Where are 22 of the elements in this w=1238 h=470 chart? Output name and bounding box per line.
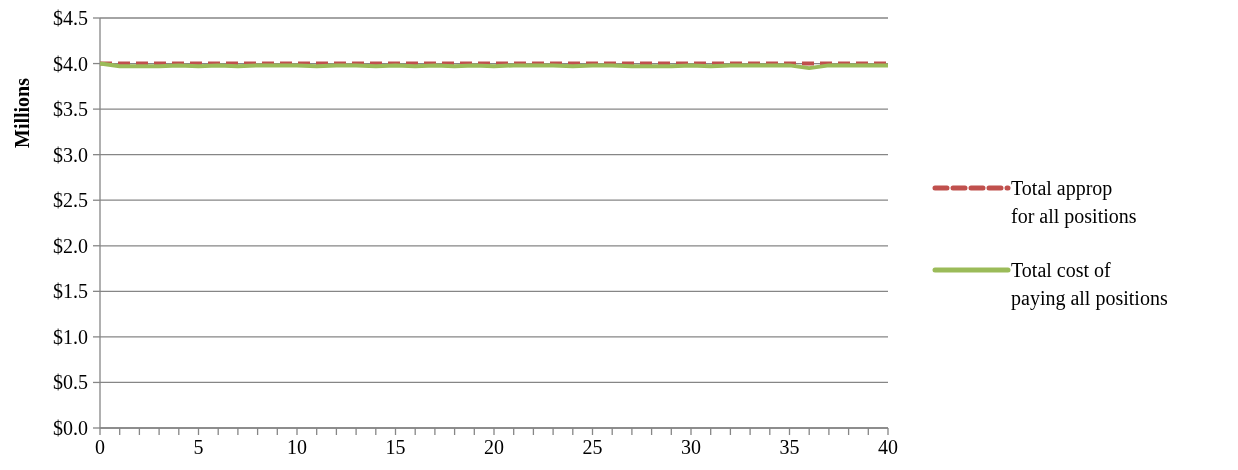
- x-tick-label: 40: [878, 436, 898, 458]
- x-tick-label: 25: [582, 436, 603, 458]
- x-tick-label: 0: [95, 436, 105, 458]
- y-tick-label: $0.5: [53, 371, 88, 394]
- y-tick-label: $0.0: [53, 417, 88, 439]
- y-tick-label: $1.0: [53, 325, 88, 348]
- x-tick-label: 10: [287, 436, 307, 458]
- legend-label: Total approp for all positions: [1011, 177, 1137, 228]
- y-tick-label: $2.5: [53, 189, 88, 212]
- y-tick-label: $4.5: [53, 7, 88, 29]
- y-axis-title: Millions: [11, 77, 33, 149]
- x-tick-label: 20: [484, 436, 504, 458]
- y-tick-label: $2.0: [53, 234, 88, 257]
- x-tick-label: 35: [779, 436, 800, 458]
- x-tick-label: 30: [681, 436, 701, 458]
- x-tick-label: 15: [385, 436, 406, 458]
- y-tick-label: $3.5: [53, 98, 88, 121]
- x-tick-label: 5: [193, 436, 204, 458]
- y-tick-label: $1.5: [53, 280, 88, 303]
- y-tick-label: $4.0: [53, 52, 88, 75]
- legend-label: Total cost of paying all positions: [1011, 259, 1168, 310]
- y-tick-label: $3.0: [53, 143, 88, 166]
